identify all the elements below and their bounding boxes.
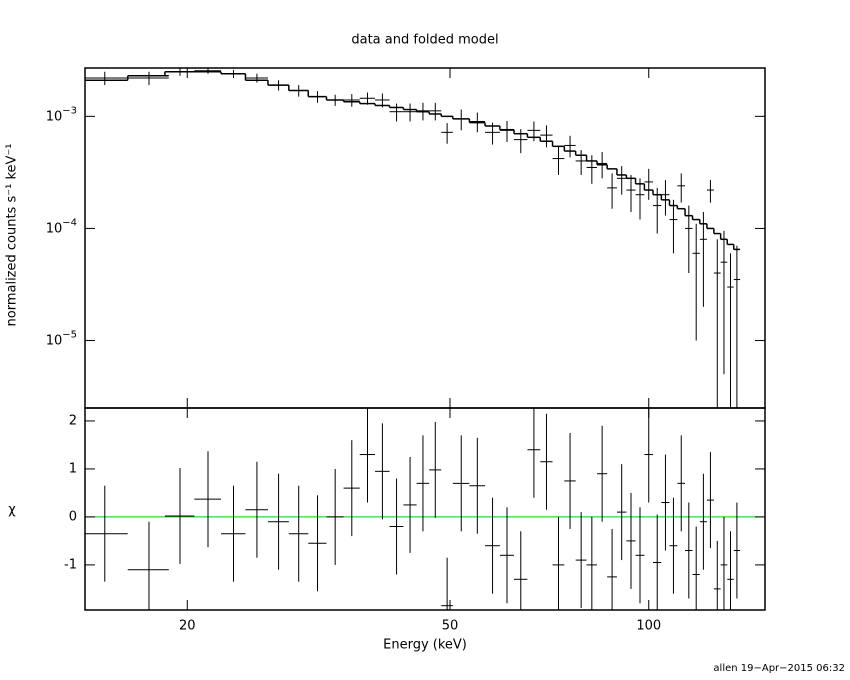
x-tick-label: 50 [442,619,459,634]
x-tick-label: 20 [179,619,196,634]
residual-y-tick-label: -1 [64,557,77,572]
footer: allen 19−Apr−2015 06:32 [713,663,845,674]
residual-axis-label: χ [8,503,16,518]
spectrum-panel [85,68,741,408]
y-tick-label: 10−5 [46,330,77,349]
x-tick-label: 100 [636,619,661,634]
y-tick-label: 10−3 [46,105,77,124]
y-tick-label: 10−4 [46,217,77,236]
bottom-frame [84,407,766,611]
residual-y-tick-label: 1 [69,461,77,476]
chart-title: data and folded model [351,33,498,48]
residual-panel [85,408,765,610]
y-axis-label: normalized counts s⁻¹ keV⁻¹ [5,144,20,327]
residual-y-tick-label: 0 [69,509,77,524]
x-axis-label: Energy (keV) [383,638,467,653]
residual-y-tick-label: 2 [69,413,77,428]
